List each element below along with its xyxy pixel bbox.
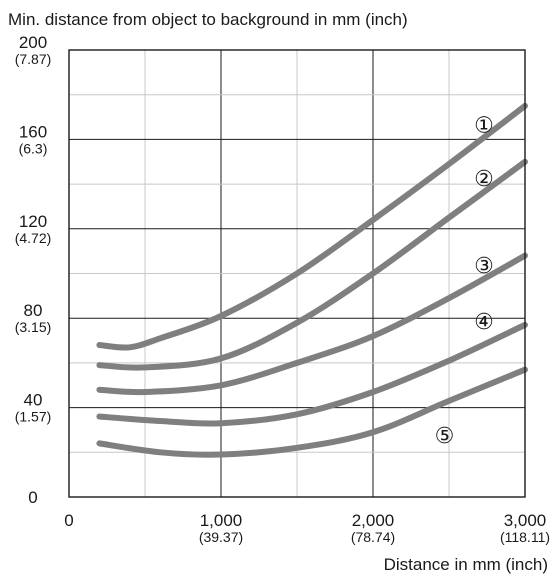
series-label: ①: [474, 112, 494, 137]
y-tick-label: 160: [19, 122, 47, 141]
y-tick-label: 120: [19, 212, 47, 231]
series-label: ②: [474, 166, 494, 191]
y-tick-sublabel: (7.87): [15, 51, 52, 67]
series-marker-3: ③: [474, 253, 494, 278]
series-label: ④: [474, 309, 494, 334]
y-tick-sublabel: (6.3): [19, 140, 48, 156]
y-tick-labels: 0 40(1.57) 80(3.15) 120(4.72) 160(6.3) 200(7.…: [15, 33, 52, 507]
series-line-4: [96, 321, 528, 427]
y-tick-label: 40: [24, 391, 43, 410]
series-label: ③: [474, 253, 494, 278]
x-axis-label: Distance in mm (inch): [384, 555, 548, 574]
y-tick-sublabel: (4.72): [15, 230, 52, 246]
x-tick-label: 0: [64, 511, 73, 530]
y-tick-sublabel: (1.57): [15, 409, 52, 425]
series-marker-1: ①: [474, 112, 494, 137]
series-marker-5: ⑤: [435, 423, 455, 448]
series-line-5: [96, 366, 528, 458]
y-tick-sublabel: (3.15): [15, 319, 52, 335]
x-tick-labels: 0 1,000(39.37) 2,000(78.74) 3,000(118.11): [64, 511, 550, 545]
y-tick-label: 80: [24, 301, 43, 320]
series-markers: ① ② ③ ④ ⑤: [435, 112, 494, 448]
x-tick-label: 2,000: [352, 511, 395, 530]
series-marker-2: ②: [474, 166, 494, 191]
y-tick-label: 0: [28, 488, 37, 507]
x-tick-label: 3,000: [504, 511, 547, 530]
series-line-2: [96, 158, 528, 371]
x-tick-label: 1,000: [200, 511, 243, 530]
chart-title: Min. distance from object to background …: [8, 10, 408, 29]
x-tick-sublabel: (39.37): [199, 529, 243, 545]
x-tick-sublabel: (78.74): [351, 529, 395, 545]
series-lines: [96, 102, 528, 458]
series-marker-4: ④: [474, 309, 494, 334]
series-line-3: [96, 252, 528, 396]
y-tick-label: 200: [19, 33, 47, 52]
plot-frame: [68, 49, 526, 498]
series-line-1: [96, 102, 528, 351]
series-label: ⑤: [435, 423, 455, 448]
x-tick-sublabel: (118.11): [500, 529, 550, 545]
